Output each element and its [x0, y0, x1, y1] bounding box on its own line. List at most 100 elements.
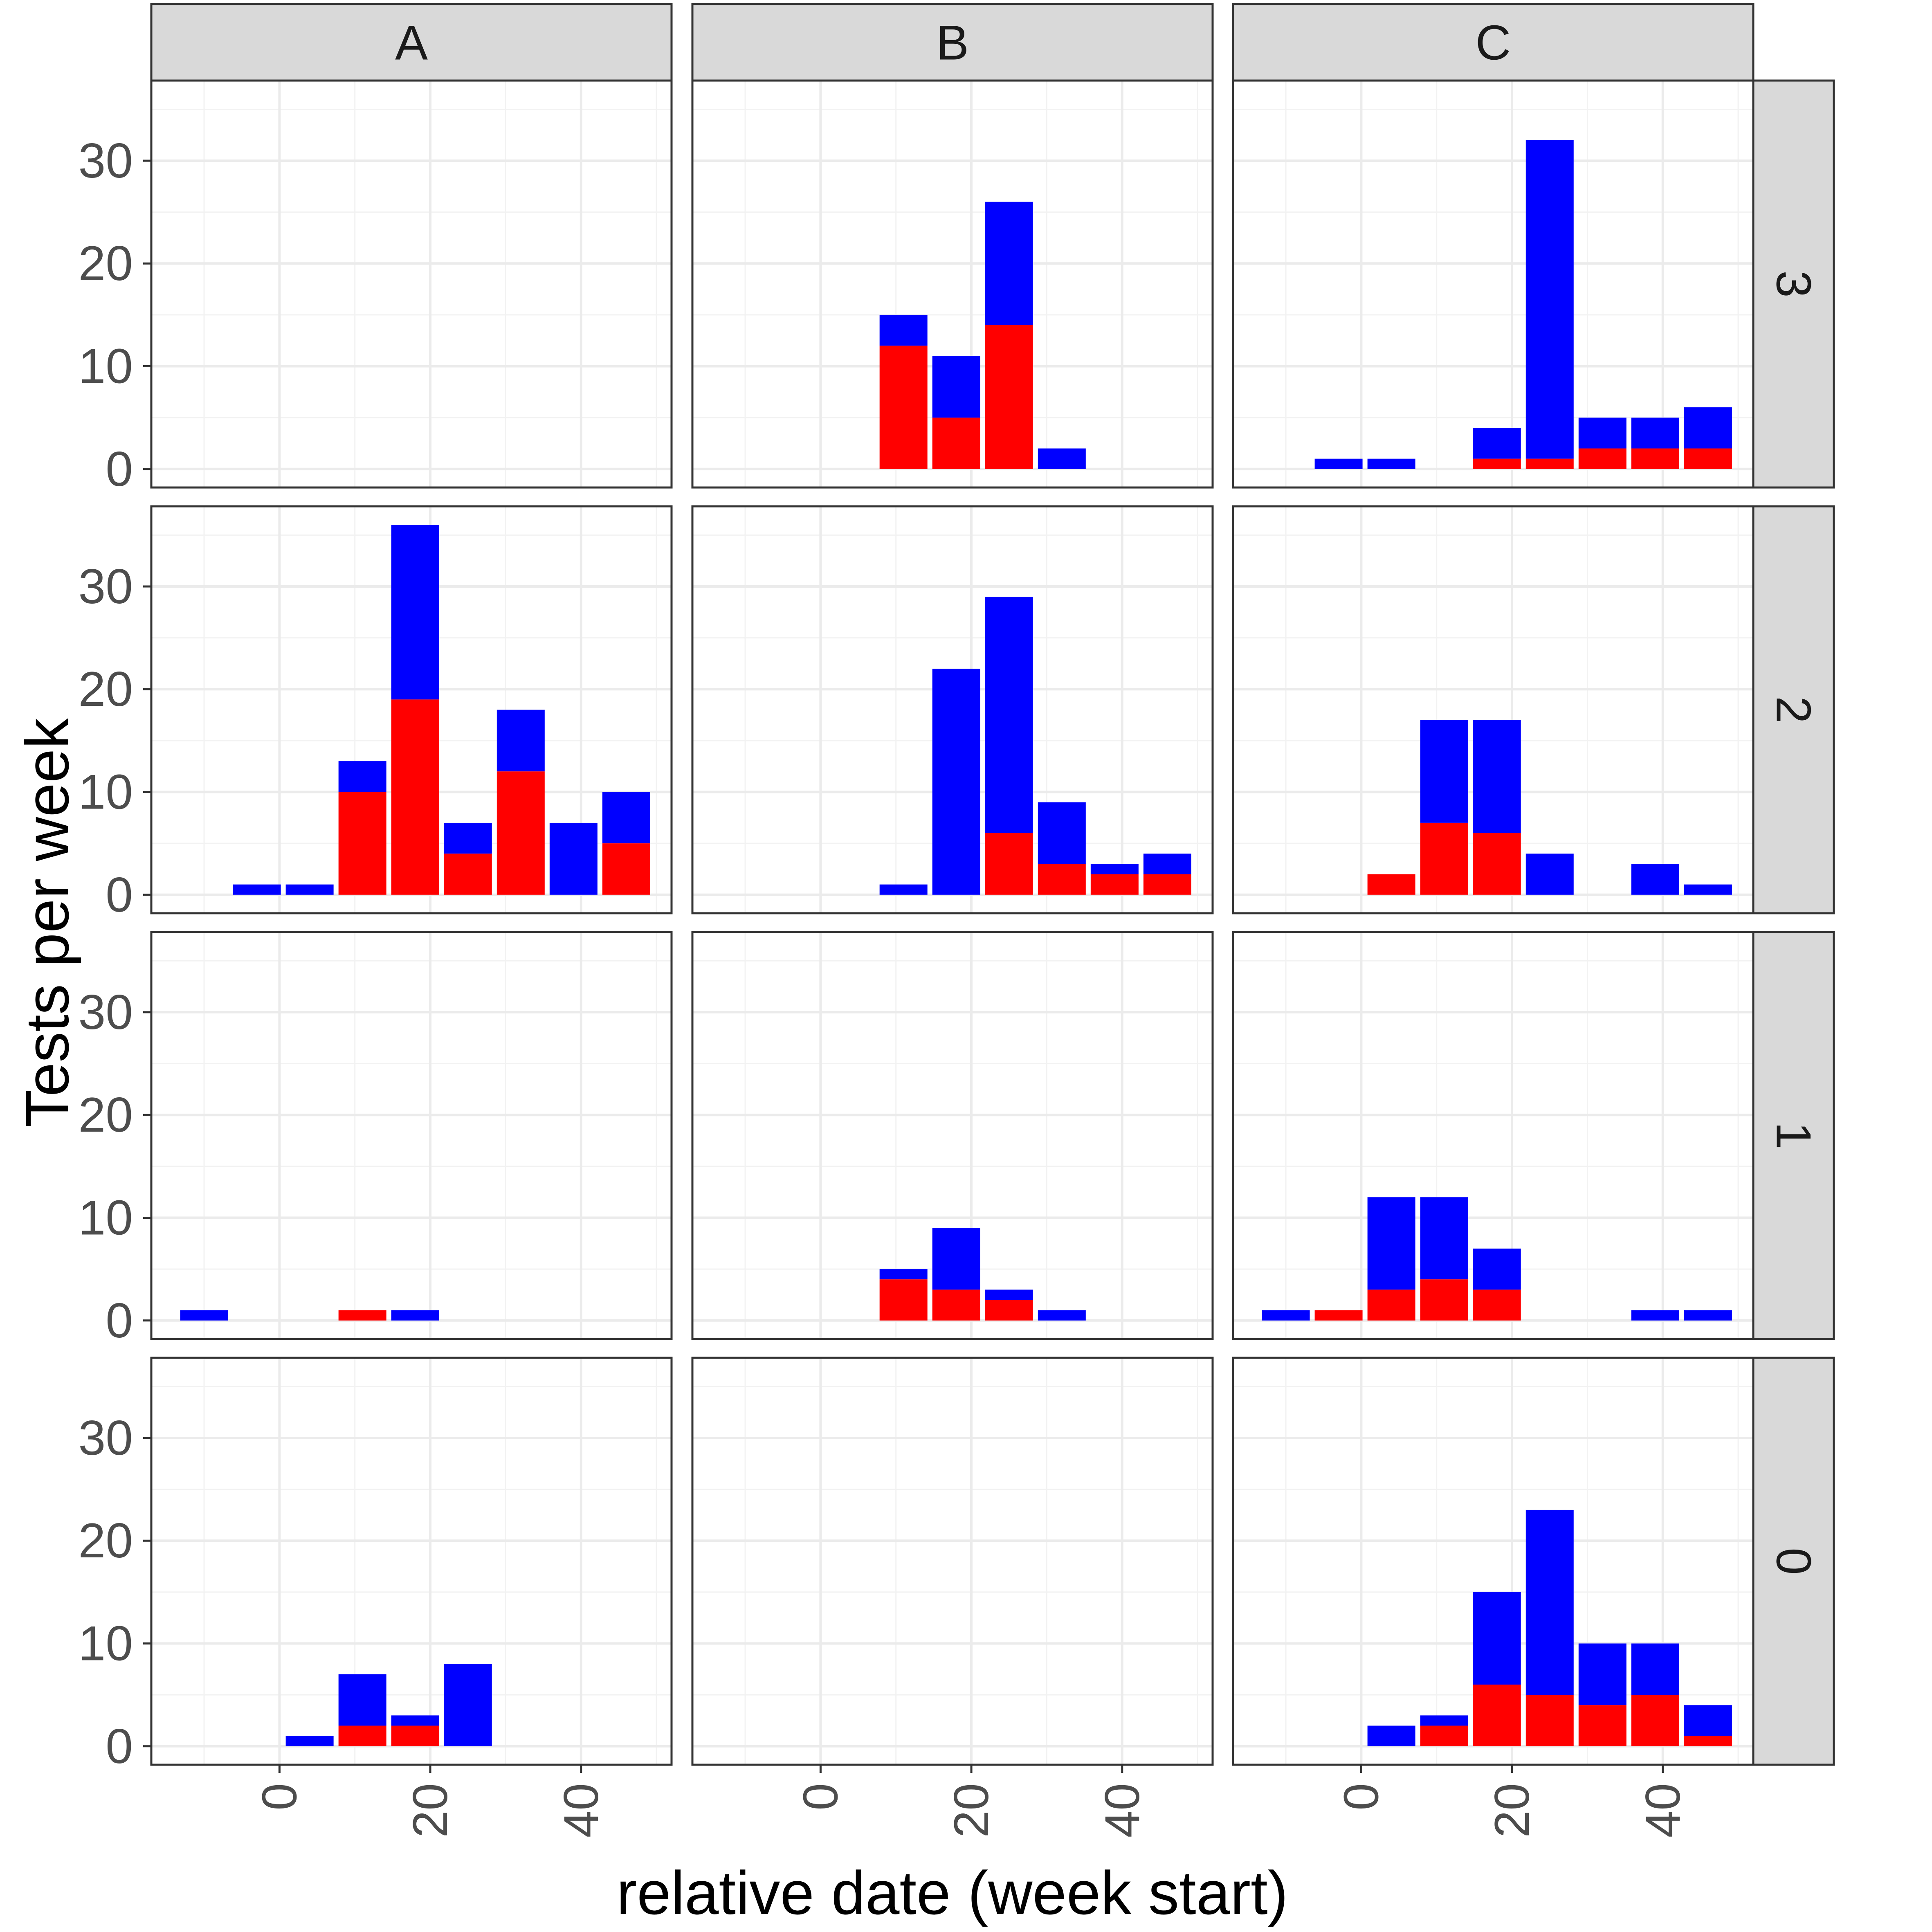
bar-segment-red: [932, 1289, 980, 1321]
panel-background: [151, 81, 672, 487]
bar-segment-red: [391, 1725, 439, 1746]
bar-segment-blue: [1684, 884, 1732, 895]
bar-segment-red: [1525, 1695, 1574, 1746]
panel-background: [151, 1358, 672, 1765]
bar-segment-red: [985, 1300, 1033, 1321]
bar-segment-blue: [444, 822, 492, 854]
x-tick-label: 40: [554, 1783, 609, 1838]
bar-segment-blue: [1038, 1310, 1086, 1321]
y-tick-label: 0: [106, 867, 133, 922]
bar-segment-blue: [1578, 1643, 1626, 1705]
bar-segment-blue: [338, 1674, 386, 1726]
y-tick-label: 10: [79, 339, 133, 394]
panel-B-2: [691, 505, 1214, 914]
panel-border: [150, 931, 673, 1340]
y-tick-label: 0: [106, 442, 133, 496]
bar-segment-red: [391, 699, 439, 895]
bar-segment-blue: [1314, 458, 1363, 469]
y-tick-label: 10: [79, 1191, 133, 1245]
panel-A-3: [150, 79, 673, 489]
bar-segment-blue: [1473, 720, 1521, 833]
bar-segment-red: [985, 833, 1033, 895]
bar-segment-red: [1473, 458, 1521, 469]
bar-segment-blue: [1420, 1715, 1468, 1726]
bar-segment-blue: [879, 315, 928, 346]
x-tick-label: 20: [1485, 1783, 1539, 1838]
x-tick-label: 40: [1635, 1783, 1690, 1838]
bar-segment-blue: [1038, 802, 1086, 864]
facet-strip-right: [1752, 505, 1835, 914]
panel-C-1: [1232, 931, 1755, 1340]
facet-label-row: 1: [1766, 1122, 1821, 1149]
bar-segment-red: [1631, 448, 1679, 469]
bar-segment-red: [985, 325, 1033, 469]
bar-segment-blue: [496, 710, 545, 772]
bar-segment-red: [1578, 1705, 1626, 1746]
facet-strips: A B C 3 2 1 0: [150, 3, 1835, 1766]
bar-segment-red: [1420, 1725, 1468, 1746]
y-tick-label: 30: [79, 985, 133, 1040]
bar-segment-blue: [285, 884, 334, 895]
bar-segment-blue: [1367, 458, 1415, 469]
bar-segment-red: [1473, 833, 1521, 895]
bar-segment-red: [1420, 822, 1468, 895]
panel-border: [691, 1357, 1214, 1766]
x-axis-title: relative date (week start): [616, 1858, 1288, 1927]
facet-label-row: 0: [1766, 1548, 1821, 1575]
bar-segment-blue: [879, 884, 928, 895]
bar-segment-blue: [549, 822, 598, 895]
bar-segment-red: [1367, 1289, 1415, 1321]
facet-strip-top: [691, 3, 1214, 82]
bar-segment-blue: [1420, 720, 1468, 823]
bar-segment-blue: [338, 761, 386, 792]
bar-segment-blue: [932, 356, 980, 418]
bar-segment-blue: [1090, 864, 1139, 874]
bar-segment-blue: [233, 884, 281, 895]
bar-segment-blue: [1631, 1643, 1679, 1695]
y-tick-label: 10: [79, 765, 133, 820]
bar-segment-red: [444, 854, 492, 895]
bar-segment-red: [1314, 1310, 1363, 1321]
x-tick-label: 0: [252, 1783, 307, 1811]
panel-B-0: [691, 1357, 1214, 1766]
x-tick-label: 20: [944, 1783, 999, 1838]
bar-segment-red: [1631, 1695, 1679, 1746]
panel-C-3: [1232, 79, 1755, 489]
bar-segment-red: [1525, 458, 1574, 469]
bar-segment-blue: [1525, 1510, 1574, 1695]
x-tick-label: 0: [1334, 1783, 1388, 1811]
bar-segment-blue: [1262, 1310, 1310, 1321]
y-tick-label: 20: [79, 236, 133, 291]
bar-segment-blue: [1473, 1248, 1521, 1290]
bar-segment-blue: [985, 1289, 1033, 1300]
bar-segment-blue: [985, 202, 1033, 326]
bar-segment-red: [338, 792, 386, 895]
facet-strip-right: [1752, 931, 1835, 1340]
bar-segment-red: [602, 843, 650, 895]
bar-segment-blue: [1578, 418, 1626, 449]
y-tick-label: 20: [79, 1087, 133, 1142]
bar-segment-red: [932, 418, 980, 469]
y-tick-label: 10: [79, 1616, 133, 1671]
bar-segment-blue: [285, 1736, 334, 1746]
bar-segment-blue: [1143, 854, 1191, 874]
bar-segment-blue: [1631, 864, 1679, 895]
bar-segment-red: [1473, 1289, 1521, 1321]
bar-segment-blue: [1420, 1197, 1468, 1280]
x-tick-label: 20: [403, 1783, 458, 1838]
bar-segment-blue: [1038, 448, 1086, 469]
panel-A-2: [150, 505, 673, 914]
facet-strip-right: [1752, 79, 1835, 489]
panel-C-2: [1232, 505, 1755, 914]
bar-segment-blue: [1367, 1197, 1415, 1290]
bar-segment-blue: [391, 1715, 439, 1726]
bar-segment-red: [338, 1725, 386, 1746]
bar-segment-blue: [932, 1228, 980, 1290]
bar-segment-blue: [444, 1664, 492, 1746]
bar-segment-red: [879, 1279, 928, 1321]
panel-C-0: [1232, 1357, 1755, 1766]
y-tick-label: 0: [106, 1293, 133, 1348]
axis-ticks: 0 10 20 30 0 10 20 30 0 10 20 30 0 10 20 30 0 20 40 0 20 40 0 2…: [79, 133, 1690, 1838]
y-tick-label: 30: [79, 1411, 133, 1465]
y-tick-label: 0: [106, 1719, 133, 1774]
